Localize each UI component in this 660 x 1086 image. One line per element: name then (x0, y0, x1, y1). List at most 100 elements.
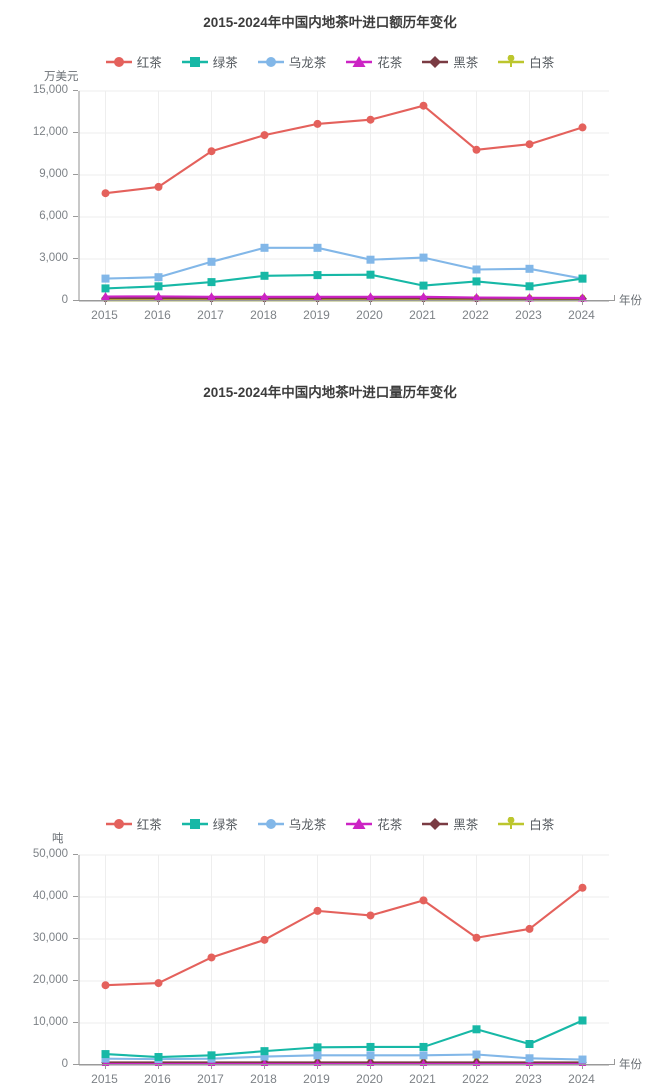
legend-item-1[interactable]: 红茶 (105, 52, 162, 71)
legend-item-label: 黑茶 (453, 56, 479, 70)
x-axis-tick-label: 2024 (568, 1072, 595, 1086)
page-title: 2015-2024年中国内地茶叶进口额历年变化 (203, 15, 457, 30)
legend-item-label: 白茶 (529, 818, 555, 832)
x-axis-tick-label: 2016 (144, 1072, 171, 1086)
y-axis-tick-mark (73, 980, 78, 981)
x-axis-spine (78, 1064, 614, 1065)
legend-pin-icon (498, 816, 525, 831)
legend-item-2[interactable]: 绿茶 (181, 814, 238, 833)
y-axis-tick-label: 15,000 (32, 84, 68, 96)
legend-2: 红茶 绿茶 乌龙茶 花茶 黑茶 白茶 (0, 814, 660, 833)
x-axis-tick-label: 2019 (303, 1072, 330, 1086)
legend-item-6[interactable]: 白茶 (498, 52, 554, 71)
x-axis-tick-label: 2015 (91, 1072, 118, 1086)
series-红茶 (101, 883, 587, 990)
x-axis-name-2: 年份 (619, 1059, 642, 1071)
x-axis-tick-label: 2020 (356, 1072, 383, 1086)
plot-area (78, 90, 610, 302)
x-axis-tick-mark (422, 300, 424, 305)
x-axis-tick-mark (369, 300, 371, 305)
x-axis-end-cap (614, 1059, 615, 1065)
y-axis-tick-mark (73, 896, 78, 897)
legend-item-label: 绿茶 (212, 56, 238, 70)
y-axis-tick-label: 30,000 (32, 932, 68, 944)
series-红茶 (101, 101, 587, 198)
legend-item-label: 乌龙茶 (288, 56, 327, 70)
legend-item-label: 绿茶 (212, 818, 238, 832)
legend-item-5[interactable]: 黑茶 (422, 814, 478, 833)
legend-triangle-icon (346, 817, 373, 831)
plot-area-2 (78, 854, 610, 1066)
x-axis-tick-label: 2023 (515, 308, 542, 322)
x-axis-end-cap (614, 295, 615, 301)
legend-circle-icon (257, 55, 284, 69)
legend-square-icon (181, 817, 208, 831)
legend-circle-icon (105, 817, 132, 831)
legend-circle-icon (257, 817, 284, 831)
y-axis-tick-label: 12,000 (32, 126, 68, 138)
series-绿茶 (101, 270, 587, 293)
x-axis-tick-mark (210, 300, 212, 305)
x-axis-tick-mark (316, 300, 318, 305)
y-axis-tick-mark (73, 300, 78, 301)
legend-item-6[interactable]: 白茶 (498, 814, 554, 833)
legend-square-icon (181, 55, 208, 69)
legend-item-label: 花茶 (377, 818, 403, 832)
x-axis-tick-label: 2020 (356, 308, 383, 322)
y-axis-unit-label-2: 吨 (52, 833, 64, 845)
legend-item-label: 红茶 (136, 56, 162, 70)
legend-item-label: 乌龙茶 (288, 818, 327, 832)
page-title-2: 2015-2024年中国内地茶叶进口量历年变化 (203, 385, 457, 400)
x-axis-tick-label: 2019 (303, 308, 330, 322)
x-axis-tick-label: 2016 (144, 308, 171, 322)
x-axis-name: 年份 (619, 295, 642, 307)
y-axis-tick-mark (73, 854, 78, 855)
y-axis-tick-label: 9,000 (39, 168, 68, 180)
y-axis-tick-mark (73, 1022, 78, 1023)
chart-block-import-volume: 2015-2024年中国内地茶叶进口量历年变化 红茶 绿茶 乌龙茶 花茶 黑茶 白茶 吨 … (0, 369, 660, 1086)
x-axis-tick-mark (263, 300, 265, 305)
legend-item-4[interactable]: 花茶 (346, 814, 402, 833)
x-axis-tick-mark (528, 300, 530, 305)
legend-item-1[interactable]: 红茶 (105, 814, 162, 833)
y-axis-unit-label: 万美元 (44, 71, 79, 83)
x-axis-spine (78, 300, 614, 301)
legend-item-3[interactable]: 乌龙茶 (257, 52, 327, 71)
legend: 红茶 绿茶 乌龙茶 花茶 黑茶 白茶 (0, 52, 660, 71)
x-axis-tick-label: 2017 (197, 308, 224, 322)
x-axis-tick-mark (104, 300, 106, 305)
y-axis-tick-label: 3,000 (39, 252, 68, 264)
legend-item-2[interactable]: 绿茶 (181, 52, 238, 71)
y-axis-tick-mark (73, 938, 78, 939)
y-axis-tick-label: 10,000 (32, 1016, 68, 1028)
legend-item-label: 花茶 (377, 56, 403, 70)
series-花茶 (100, 291, 588, 302)
y-axis-tick-mark (73, 174, 78, 175)
series-乌龙茶 (101, 243, 587, 283)
x-axis-tick-label: 2018 (250, 1072, 277, 1086)
legend-item-5[interactable]: 黑茶 (422, 52, 478, 71)
x-axis-tick-label: 2023 (515, 1072, 542, 1086)
x-axis-tick-label: 2018 (250, 308, 277, 322)
legend-item-3[interactable]: 乌龙茶 (257, 814, 327, 833)
legend-item-label: 白茶 (529, 56, 555, 70)
y-axis-tick-mark (73, 216, 78, 217)
x-axis-tick-label: 2015 (91, 308, 118, 322)
legend-triangle-icon (346, 55, 373, 69)
chart-block-import-value: 2015-2024年中国内地茶叶进口额历年变化 红茶 绿茶 乌龙茶 花茶 黑茶 白茶 万美… (0, 0, 660, 369)
y-axis-tick-mark (73, 132, 78, 133)
x-axis-tick-label: 2021 (409, 308, 436, 322)
x-axis-tick-label: 2017 (197, 1072, 224, 1086)
x-axis-tick-mark (475, 300, 477, 305)
legend-item-label: 黑茶 (453, 818, 479, 832)
y-axis-tick-label: 50,000 (32, 848, 68, 860)
x-axis-tick-mark (157, 300, 159, 305)
y-axis-tick-label: 40,000 (32, 890, 68, 902)
legend-item-4[interactable]: 花茶 (346, 52, 402, 71)
y-axis-tick-mark (73, 258, 78, 259)
y-axis-tick-label: 0 (61, 294, 68, 306)
legend-diamond-icon (422, 55, 449, 69)
legend-item-label: 红茶 (136, 818, 162, 832)
x-axis-tick-mark (581, 300, 583, 305)
legend-pin-icon (498, 54, 525, 69)
